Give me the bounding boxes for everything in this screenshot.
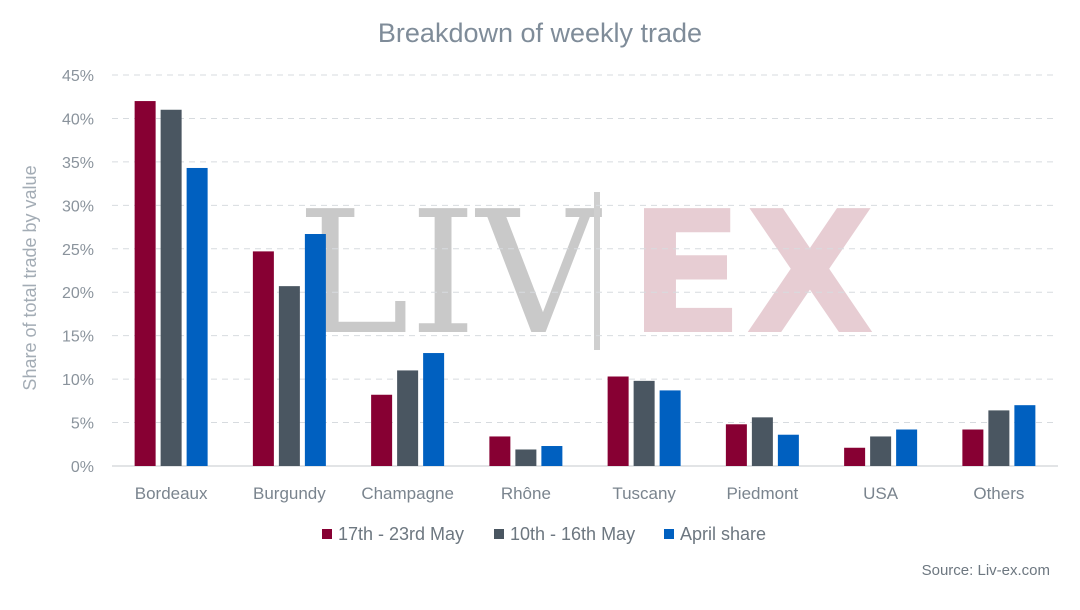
y-tick-label: 40%	[62, 111, 94, 128]
y-tick-label: 0%	[71, 459, 94, 476]
y-tick-label: 30%	[62, 198, 94, 215]
x-category-label: Burgundy	[253, 484, 326, 503]
legend-swatch	[664, 529, 674, 539]
legend-label: April share	[680, 524, 766, 544]
bar	[988, 410, 1010, 466]
legend: 17th - 23rd May 10th - 16th May April shar…	[322, 524, 766, 544]
bar	[751, 417, 773, 466]
y-tick-label: 10%	[62, 372, 94, 389]
watermark-divider	[594, 192, 600, 350]
bar	[777, 434, 799, 466]
x-category-label: Bordeaux	[135, 484, 208, 503]
y-axis-label: Share of total trade by value	[20, 165, 40, 390]
bar	[371, 394, 393, 466]
y-tick-label: 45%	[62, 68, 94, 85]
bar	[252, 251, 274, 466]
bar	[870, 436, 892, 466]
x-category-label: Piedmont	[726, 484, 798, 503]
bar	[423, 353, 445, 466]
bar	[134, 101, 156, 467]
bar	[659, 390, 681, 466]
watermark-liv: LIV	[297, 175, 603, 373]
bar	[541, 446, 563, 466]
bar	[896, 429, 918, 466]
y-tick-label: 5%	[71, 416, 94, 433]
bar	[607, 376, 629, 466]
y-tick-label: 35%	[62, 155, 94, 172]
legend-swatch	[322, 529, 332, 539]
bar	[186, 167, 208, 466]
legend-label: 17th - 23rd May	[338, 524, 464, 544]
x-category-label: Rhône	[501, 484, 551, 503]
bars	[134, 101, 1036, 467]
bar	[278, 286, 300, 466]
x-category-label: Others	[973, 484, 1024, 503]
bar	[515, 449, 537, 466]
bar	[725, 424, 747, 466]
x-category-label: USA	[863, 484, 899, 503]
x-category-label: Tuscany	[612, 484, 676, 503]
x-axis-categories: Bordeaux Burgundy Champagne Rhône Tuscany Pie…	[135, 484, 1025, 503]
bar	[1014, 405, 1036, 466]
legend-swatch	[494, 529, 504, 539]
bar	[844, 447, 866, 466]
source-note: Source: Liv-ex.com	[922, 562, 1050, 579]
watermark-logo: LIV EX	[297, 175, 876, 373]
bar	[304, 234, 326, 466]
y-axis-ticks: 0% 5% 10% 15% 20% 25% 30% 35% 40% 45%	[62, 68, 94, 476]
legend-label: 10th - 16th May	[510, 524, 635, 544]
bar	[962, 429, 984, 466]
y-tick-label: 20%	[62, 285, 94, 302]
chart-title: Breakdown of weekly trade	[378, 18, 702, 48]
watermark-ex: EX	[628, 175, 875, 373]
bar	[397, 370, 419, 466]
bar	[489, 436, 511, 466]
bar	[633, 380, 655, 466]
x-category-label: Champagne	[361, 484, 454, 503]
bar	[160, 109, 182, 466]
y-tick-label: 25%	[62, 242, 94, 259]
y-tick-label: 15%	[62, 329, 94, 346]
